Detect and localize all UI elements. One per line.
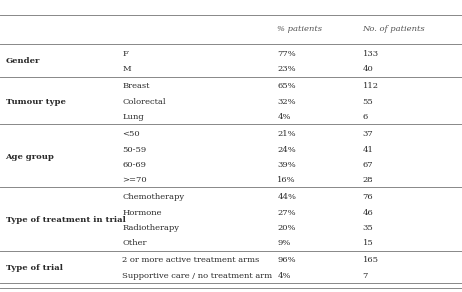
Text: 40: 40	[363, 65, 373, 73]
Text: 112: 112	[363, 82, 379, 91]
Text: 165: 165	[363, 256, 379, 265]
Text: Supportive care / no treatment arm: Supportive care / no treatment arm	[122, 272, 273, 280]
Text: 65%: 65%	[277, 82, 296, 91]
Text: 16%: 16%	[277, 176, 296, 184]
Text: Colorectal: Colorectal	[122, 98, 166, 106]
Text: 133: 133	[363, 50, 379, 58]
Text: 60-69: 60-69	[122, 161, 146, 169]
Text: Age group: Age group	[6, 153, 55, 161]
Text: No. of patients: No. of patients	[363, 25, 426, 33]
Text: Radiotherapy: Radiotherapy	[122, 224, 179, 232]
Text: <50: <50	[122, 130, 140, 138]
Text: 35: 35	[363, 224, 373, 232]
Text: 4%: 4%	[277, 113, 291, 121]
Text: 21%: 21%	[277, 130, 296, 138]
Text: 32%: 32%	[277, 98, 296, 106]
Text: 67: 67	[363, 161, 373, 169]
Text: 15: 15	[363, 239, 373, 247]
Text: 46: 46	[363, 208, 373, 217]
Text: 7: 7	[363, 272, 368, 280]
Text: 39%: 39%	[277, 161, 296, 169]
Text: 6: 6	[363, 113, 368, 121]
Text: 20%: 20%	[277, 224, 296, 232]
Text: Chemotherapy: Chemotherapy	[122, 193, 184, 201]
Text: Type of treatment in trial: Type of treatment in trial	[6, 216, 125, 224]
Text: 76: 76	[363, 193, 373, 201]
Text: 44%: 44%	[277, 193, 296, 201]
Text: Hormone: Hormone	[122, 208, 162, 217]
Text: 77%: 77%	[277, 50, 296, 58]
Text: Tumour type: Tumour type	[6, 98, 66, 106]
Text: F: F	[122, 50, 128, 58]
Text: % patients: % patients	[277, 25, 322, 33]
Text: 50-59: 50-59	[122, 145, 146, 154]
Text: 2 or more active treatment arms: 2 or more active treatment arms	[122, 256, 260, 265]
Text: >=70: >=70	[122, 176, 147, 184]
Text: 41: 41	[363, 145, 374, 154]
Text: Breast: Breast	[122, 82, 150, 91]
Text: M: M	[122, 65, 131, 73]
Text: 55: 55	[363, 98, 373, 106]
Text: Type of trial: Type of trial	[6, 264, 62, 272]
Text: 24%: 24%	[277, 145, 296, 154]
Text: 4%: 4%	[277, 272, 291, 280]
Text: 9%: 9%	[277, 239, 291, 247]
Text: 37: 37	[363, 130, 373, 138]
Text: Other: Other	[122, 239, 147, 247]
Text: Lung: Lung	[122, 113, 144, 121]
Text: 28: 28	[363, 176, 373, 184]
Text: 23%: 23%	[277, 65, 296, 73]
Text: 27%: 27%	[277, 208, 296, 217]
Text: 96%: 96%	[277, 256, 296, 265]
Text: Gender: Gender	[6, 57, 40, 65]
